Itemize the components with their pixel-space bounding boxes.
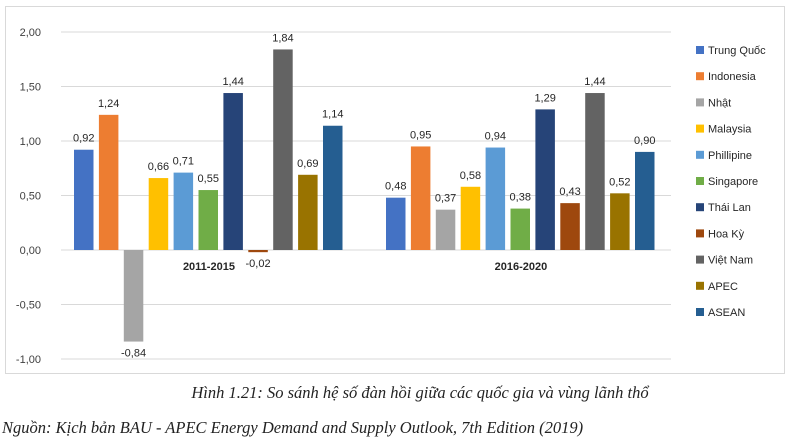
data-label: 0,90 (634, 135, 655, 147)
legend-label: APEC (708, 281, 738, 293)
legend-label: Việt Nam (708, 255, 753, 267)
y-tick-label: -1,00 (16, 354, 41, 366)
data-label: 1,44 (222, 76, 243, 88)
legend-swatch (696, 124, 704, 133)
data-label: -0,02 (246, 258, 271, 270)
bar (298, 174, 318, 250)
bar (386, 197, 406, 250)
legend-swatch (696, 177, 704, 185)
y-tick-label: 1,00 (20, 136, 41, 148)
bar (460, 186, 481, 250)
y-tick-label: 1,50 (20, 82, 41, 94)
legend-swatch (696, 255, 704, 264)
legend-swatch (696, 150, 704, 159)
bar (98, 114, 119, 250)
legend-swatch (696, 46, 704, 54)
data-label: 0,58 (460, 170, 481, 182)
legend-label: Malaysia (708, 124, 752, 136)
legend-swatch (696, 72, 704, 81)
x-category-label: 2016-2020 (495, 261, 548, 273)
data-label: 0,94 (485, 131, 506, 143)
data-label: 0,71 (173, 156, 194, 168)
data-label: 0,52 (609, 176, 630, 188)
data-label: 0,43 (559, 186, 580, 198)
data-label: 0,69 (297, 158, 318, 170)
figure-source: Nguồn: Kịch bản BAU - APEC Energy Demand… (2, 418, 584, 437)
legend-swatch (696, 281, 704, 290)
legend-label: Nhật (708, 97, 731, 109)
legend-label: Thái Lan (708, 202, 751, 214)
data-label: -0,84 (121, 348, 146, 360)
bar (148, 178, 169, 250)
y-tick-label: 0,00 (20, 245, 41, 257)
data-label: 1,29 (534, 92, 555, 104)
data-label: 0,55 (198, 173, 219, 185)
legend-label: Singapore (708, 176, 758, 188)
data-label: 0,66 (148, 161, 169, 173)
legend-swatch (696, 203, 704, 212)
bar (635, 151, 655, 250)
bar (173, 172, 194, 250)
legend-swatch (696, 98, 704, 107)
legend-label: ASEAN (708, 307, 745, 319)
bar (485, 147, 506, 250)
bar (585, 93, 605, 250)
bar (435, 209, 456, 250)
bar (610, 193, 630, 250)
legend-label: Indonesia (708, 71, 757, 83)
data-label: 0,38 (510, 192, 531, 204)
y-tick-label: -0,50 (16, 300, 41, 312)
bar (323, 125, 343, 250)
legend-swatch (696, 229, 704, 238)
bar (535, 109, 555, 250)
legend-label: Trung Quốc (708, 45, 766, 57)
legend-label: Hoa Kỳ (708, 228, 745, 240)
chart-area: 2,00 1,50 1,00 0,50 0,00 -0,50 -1,00 0,92 0,48 1,… (5, 6, 785, 374)
figure-caption: Hình 1.21: So sánh hệ số đàn hồi giữa cá… (191, 383, 649, 402)
y-tick-label: 0,50 (20, 191, 41, 203)
bar (74, 149, 94, 250)
data-label: 0,95 (410, 129, 431, 141)
legend-label: Phillipine (708, 150, 752, 162)
data-label: 0,37 (435, 193, 456, 205)
data-label: 1,44 (584, 76, 605, 88)
bar (248, 250, 268, 253)
bar (410, 146, 431, 250)
bar (223, 93, 243, 250)
data-label: 1,84 (272, 32, 293, 44)
data-label: 0,48 (385, 181, 406, 193)
bar-chart: 2,00 1,50 1,00 0,50 0,00 -0,50 -1,00 0,92 0,48 1,… (16, 27, 766, 366)
legend-swatch (696, 308, 704, 316)
data-label: 1,24 (98, 98, 119, 110)
bar (560, 203, 580, 250)
bar (273, 49, 293, 250)
bar (198, 190, 218, 250)
x-category-label: 2011-2015 (183, 261, 235, 273)
bar (510, 208, 530, 250)
y-tick-label: 2,00 (20, 27, 41, 39)
data-label: 1,14 (322, 109, 343, 121)
bar (123, 250, 144, 342)
data-label: 0,92 (73, 133, 94, 145)
